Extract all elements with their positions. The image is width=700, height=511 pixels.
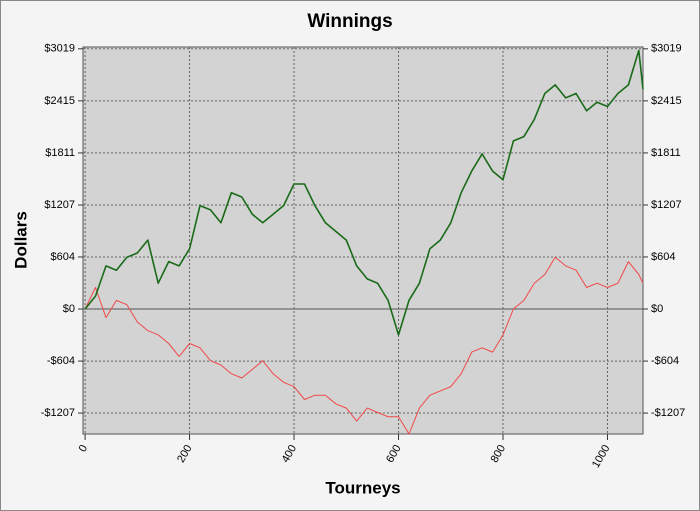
y-tick-label: $2415 — [44, 95, 75, 107]
y-tick-label: -$604 — [47, 355, 75, 367]
y2-tick-label: $1207 — [651, 199, 682, 211]
y-tick-label: $1811 — [45, 147, 75, 159]
y-tick-label: $3019 — [44, 43, 75, 55]
y-tick-label: $1207 — [44, 199, 75, 211]
series-line — [84, 256, 644, 435]
y-tick-label: $0 — [63, 303, 75, 315]
x-axis-title: Tourneys — [325, 478, 400, 497]
y2-tick-label: $3019 — [651, 43, 682, 55]
chart-title: Winnings — [307, 11, 392, 32]
y-axis-title: Dollars — [11, 211, 30, 269]
y2-tick-label: $604 — [651, 251, 675, 263]
y2-tick-label: $1811 — [651, 147, 681, 159]
y2-tick-label: -$1207 — [651, 407, 685, 419]
y2-tick-label: $0 — [651, 303, 663, 315]
plot-area — [82, 46, 644, 435]
y2-tick-label: $2415 — [651, 95, 682, 107]
y-tick-label: -$1207 — [41, 407, 75, 419]
y-tick-label: $604 — [51, 251, 75, 263]
x-tick-label: 0 — [77, 443, 90, 454]
series-line — [84, 49, 644, 336]
y2-tick-label: -$604 — [651, 355, 679, 367]
